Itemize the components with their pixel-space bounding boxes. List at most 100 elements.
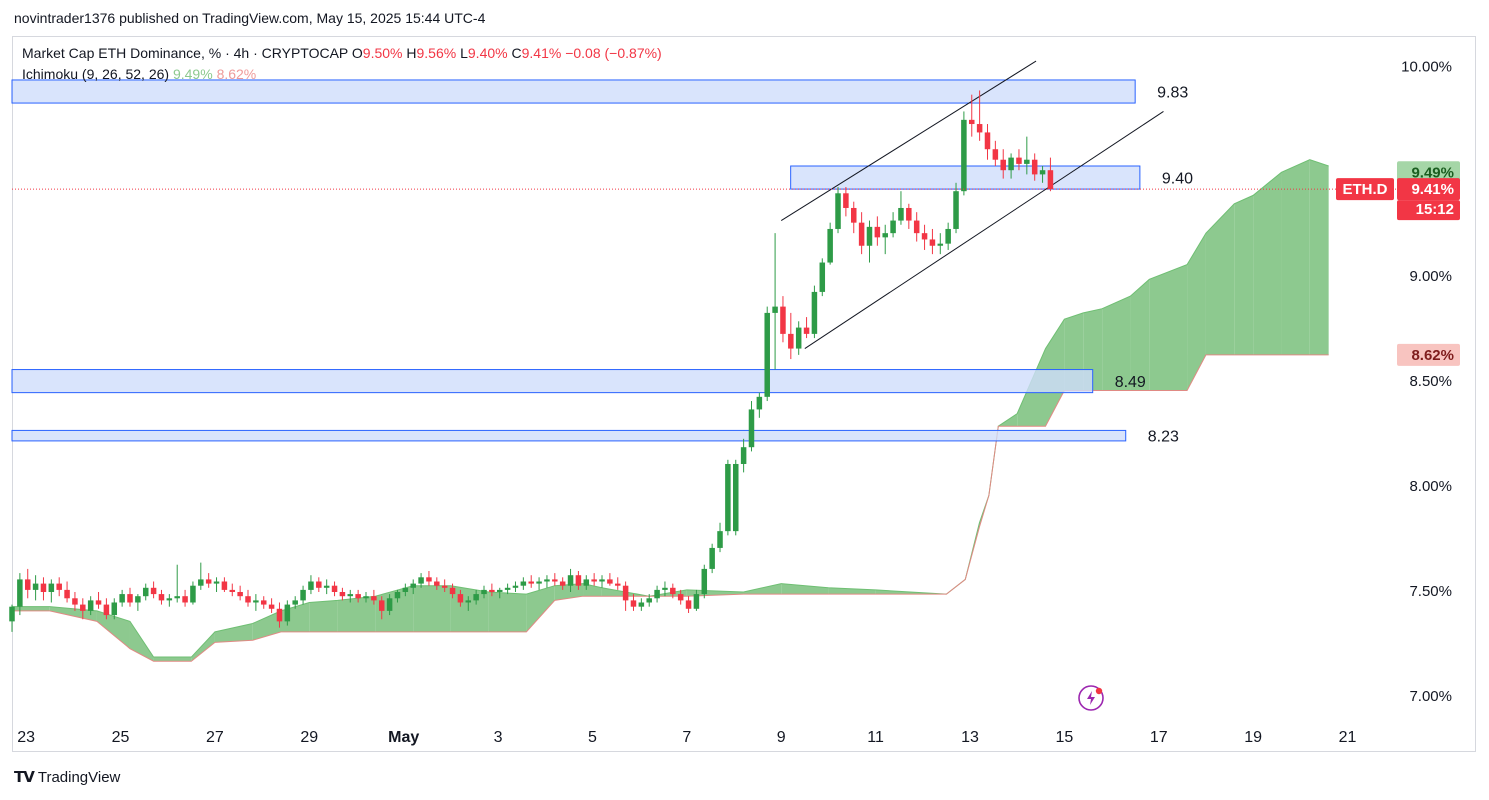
candle-body xyxy=(670,587,676,595)
legend-close-value: 9.41% xyxy=(521,45,562,61)
cloud-segment xyxy=(1187,233,1206,391)
legend-high-value: 9.56% xyxy=(416,45,457,61)
candle-body xyxy=(1047,170,1054,190)
x-tick-label: 7 xyxy=(682,729,691,746)
candle-body xyxy=(80,604,86,611)
candle-body xyxy=(103,604,110,616)
candle-body xyxy=(638,602,645,607)
cloud-segment xyxy=(583,583,602,597)
last-price-tag: 9.41% xyxy=(1411,181,1454,198)
candle-body xyxy=(756,396,763,410)
candle-body xyxy=(976,124,983,133)
candle-body xyxy=(622,585,629,601)
candle-body xyxy=(764,312,770,397)
candle-body xyxy=(646,598,652,603)
indicator-name[interactable]: Ichimoku (9, 26, 52, 26) xyxy=(22,66,170,82)
legend-low-value: 9.40% xyxy=(467,45,508,61)
cloud-segment xyxy=(554,583,584,601)
cloud-segment xyxy=(1253,172,1282,355)
candle-body xyxy=(583,579,590,586)
zone-8.49 xyxy=(11,369,1094,394)
countdown-tag: 15:12 xyxy=(1416,201,1454,218)
candle-body xyxy=(221,581,228,590)
y-tick-label: 8.00% xyxy=(1409,478,1452,495)
candle-body xyxy=(937,243,944,246)
candle-body xyxy=(323,585,330,588)
candle-body xyxy=(913,220,920,234)
symbol-tag: ETH.D xyxy=(1343,181,1388,198)
legend-open-value: 9.50% xyxy=(362,45,403,61)
candle-body xyxy=(772,306,778,313)
cloud-segment xyxy=(214,623,253,643)
candle-body xyxy=(544,579,550,582)
candle-body xyxy=(795,327,802,349)
legend-change: −0.08 (−0.87%) xyxy=(565,45,662,61)
span-a-tag-bg xyxy=(1397,161,1460,184)
candle-body xyxy=(803,327,810,334)
candle-body xyxy=(843,193,849,208)
x-tick-label: 3 xyxy=(494,729,503,746)
candle-body xyxy=(72,598,78,605)
candle-body xyxy=(1024,159,1030,164)
x-tick-label: 23 xyxy=(17,729,35,746)
y-tick-label: 8.50% xyxy=(1409,373,1452,390)
candle-body xyxy=(95,600,102,605)
span-b-line xyxy=(12,354,1329,662)
trend-channel xyxy=(780,60,1164,349)
candle-body xyxy=(308,581,314,590)
x-axis: 23 25 27 29 May 3 5 7 9 11 13 15 17 19 21 xyxy=(17,729,1356,746)
candle-body xyxy=(371,596,377,601)
indicator-span-b-value: 8.62% xyxy=(216,66,257,82)
cloud-segment xyxy=(153,657,192,662)
candle-body xyxy=(276,608,283,622)
cloud-segment xyxy=(413,585,451,632)
zone-label: 8.49 xyxy=(1115,374,1146,391)
legend-close-label: C xyxy=(511,45,522,61)
candle-body xyxy=(953,191,959,229)
lightning-icon[interactable] xyxy=(1078,685,1104,711)
countdown-tag-bg xyxy=(1397,200,1460,221)
candle-body xyxy=(205,579,212,584)
candle-body xyxy=(300,589,306,601)
candle-body xyxy=(127,594,133,603)
candle-body xyxy=(339,591,346,597)
candle-body xyxy=(87,600,94,611)
y-tick-label: 7.00% xyxy=(1409,688,1452,705)
candle-body xyxy=(24,579,31,590)
candle-body xyxy=(182,596,188,603)
cloud-segment xyxy=(1281,159,1310,355)
candles xyxy=(9,90,1054,632)
candle-body xyxy=(316,581,322,588)
candle-body xyxy=(142,587,149,597)
candle-body xyxy=(890,220,896,234)
candle-body xyxy=(654,589,660,599)
legend-symbol-title[interactable]: Market Cap ETH Dominance, % · 4h · CRYPT… xyxy=(22,45,348,61)
support-resistance-zones: 9.83 9.40 8.49 8.23 xyxy=(11,79,1193,446)
candle-body xyxy=(284,604,291,622)
cloud-segment xyxy=(1130,279,1150,391)
candle-body xyxy=(473,594,479,601)
legend-symbol-row: Market Cap ETH Dominance, % · 4h · CRYPT… xyxy=(22,45,662,61)
candle-body xyxy=(819,262,826,292)
tradingview-brand: TradingView xyxy=(37,768,121,786)
candle-body xyxy=(198,579,204,586)
cloud-segment xyxy=(1205,203,1235,355)
candle-body xyxy=(552,579,558,582)
candle-body xyxy=(961,119,967,192)
trendline-2 xyxy=(804,111,1164,349)
y-tick-label: 10.00% xyxy=(1401,58,1452,75)
candle-body xyxy=(457,594,464,603)
x-tick-label: 25 xyxy=(112,729,130,746)
ichimoku-cloud xyxy=(12,159,1329,662)
candle-body xyxy=(253,600,259,603)
x-tick-label: 29 xyxy=(300,729,318,746)
cloud-segment xyxy=(488,591,527,632)
chart-frame xyxy=(12,36,1476,752)
x-tick-label: 9 xyxy=(777,729,786,746)
candle-body xyxy=(835,193,841,229)
candle-body xyxy=(347,594,354,597)
tradingview-logo[interactable]: 𝗧𝗩 TradingView xyxy=(14,768,121,787)
candle-body xyxy=(1000,159,1006,171)
cloud-segment xyxy=(191,631,215,662)
